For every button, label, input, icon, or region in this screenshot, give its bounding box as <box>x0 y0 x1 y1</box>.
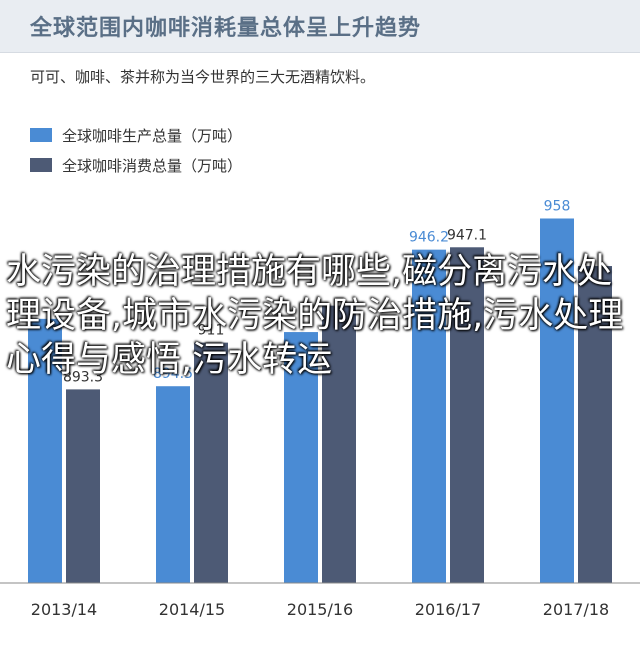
overlay-caption: 水污染的治理措施有哪些,磁分离污水处理设备,城市水污染的防治措施,污水处理心得与… <box>6 252 624 380</box>
bar-production <box>156 386 190 583</box>
title-bar: 全球范围内咖啡消耗量总体呈上升趋势 <box>0 0 640 53</box>
x-tick-label: 2013/14 <box>31 600 97 619</box>
bar-production <box>540 218 574 583</box>
data-label: 958 <box>544 198 571 214</box>
x-tick-label: 2014/15 <box>159 600 225 619</box>
bar-consumption <box>578 266 612 583</box>
legend-item-consumption: 全球咖啡消费总量（万吨） <box>30 150 242 180</box>
chart-title: 全球范围内咖啡消耗量总体呈上升趋势 <box>30 16 422 41</box>
bar-production <box>412 249 446 583</box>
data-label: 946.2 <box>409 230 449 246</box>
legend-swatch-production <box>30 128 52 142</box>
bar-production <box>28 318 62 583</box>
bar-consumption <box>322 305 356 583</box>
data-label: 893.3 <box>63 369 103 385</box>
bar-consumption <box>450 247 484 583</box>
x-tick-label: 2017/18 <box>543 600 609 619</box>
x-tick-label: 2015/16 <box>287 600 353 619</box>
legend-swatch-consumption <box>30 158 52 172</box>
legend-label-production: 全球咖啡生产总量（万吨） <box>62 126 243 145</box>
bar-consumption <box>66 389 100 583</box>
data-label: 894.5 <box>153 366 193 382</box>
legend-item-production: 全球咖啡生产总量（万吨） <box>30 120 242 150</box>
bar-consumption <box>194 342 228 583</box>
legend-label-consumption: 全球咖啡消费总量（万吨） <box>62 156 243 175</box>
x-tick-label: 2016/17 <box>415 600 481 619</box>
data-label: 947.1 <box>447 227 487 243</box>
bar-production <box>284 332 318 583</box>
chart-subtitle: 可可、咖啡、茶并称为当今世界的三大无酒精饮料。 <box>30 68 376 86</box>
data-label: 911 <box>198 323 225 339</box>
legend: 全球咖啡生产总量（万吨） 全球咖啡消费总量（万吨） <box>30 120 242 180</box>
